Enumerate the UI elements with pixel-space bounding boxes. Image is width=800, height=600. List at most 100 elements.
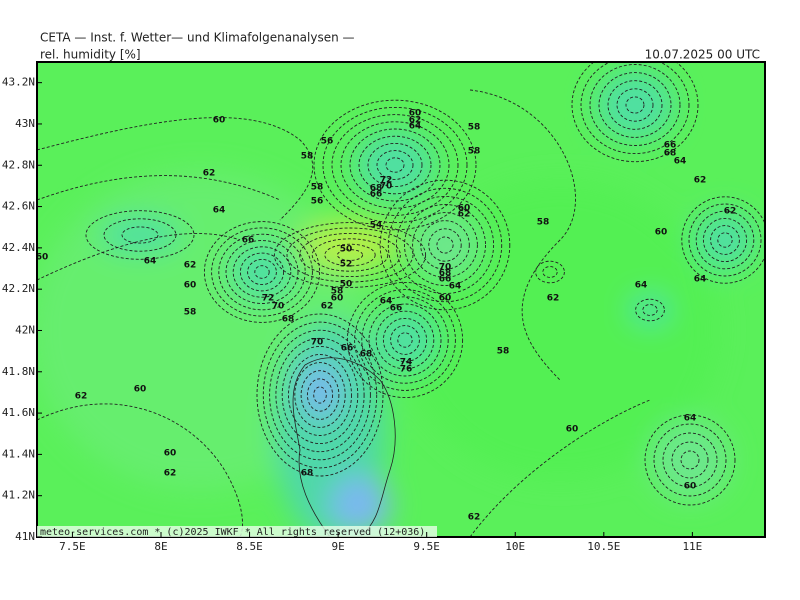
contour-line xyxy=(37,175,281,201)
contour-line xyxy=(225,240,299,304)
contour-label: 68 xyxy=(301,469,314,479)
contour-line xyxy=(580,62,690,155)
contour-label: 60 xyxy=(409,109,422,119)
contour-line xyxy=(644,414,736,506)
contour-label: 60 xyxy=(655,228,668,238)
contour-line xyxy=(589,64,681,146)
contour-label: 58 xyxy=(301,152,314,162)
contour-label: 52 xyxy=(340,260,353,270)
contour-line xyxy=(361,296,449,384)
contour-line xyxy=(336,249,364,261)
contour-line xyxy=(469,89,576,381)
contour-line xyxy=(203,221,321,323)
contour-line xyxy=(37,117,314,221)
contour-label: 60 xyxy=(164,449,177,459)
title: CETA — Inst. f. Wetter— und Klimafolgena… xyxy=(40,31,355,45)
contour-label: 76 xyxy=(400,365,413,375)
contour-label: 62 xyxy=(203,169,216,179)
contour-label: 58 xyxy=(184,308,197,318)
contour-line xyxy=(428,228,462,262)
contour-label: 64 xyxy=(213,206,226,216)
contour-line xyxy=(324,243,376,267)
contour-label: 50 xyxy=(340,245,353,255)
contour-label: 66 xyxy=(341,344,354,354)
contour-label: 64 xyxy=(409,122,422,132)
y-tick-label: 41.8N xyxy=(2,365,35,378)
y-tick-label: 43N xyxy=(15,117,35,130)
contour-line xyxy=(680,450,700,470)
footer: meteo-services.com * (c)2025 IWKF * All … xyxy=(40,527,425,538)
contour-label: 66 xyxy=(664,141,677,151)
contour-label: 68 xyxy=(360,350,373,360)
contour-line xyxy=(256,313,384,477)
contour-line xyxy=(635,298,665,322)
y-tick-label: 42.2N xyxy=(2,282,35,295)
contour-line xyxy=(85,210,195,260)
contour-label: 50 xyxy=(340,280,353,290)
contour-line xyxy=(542,266,558,278)
contour-label: 60 xyxy=(213,116,226,126)
contour-line xyxy=(598,72,672,138)
y-tick-label: 41N xyxy=(15,530,35,543)
contour-label: 72 xyxy=(262,294,275,304)
contour-line xyxy=(625,96,645,114)
contour-label: 60 xyxy=(684,482,697,492)
contour-line xyxy=(349,128,441,202)
contour-label: 60 xyxy=(566,425,579,435)
contour-label: 64 xyxy=(694,275,707,285)
contour-line xyxy=(232,246,292,298)
contour-label: 60 xyxy=(184,281,197,291)
contour-label: 68 xyxy=(664,149,677,159)
contour-label: 68 xyxy=(439,269,452,279)
x-tick-label: 10E xyxy=(505,540,525,553)
x-tick-label: 9E xyxy=(331,540,344,553)
contour-label: 62 xyxy=(164,469,177,479)
contour-line xyxy=(607,80,663,130)
coastline xyxy=(292,357,396,537)
contour-line xyxy=(653,423,727,497)
contour-line xyxy=(469,399,651,537)
contour-label: 68 xyxy=(370,184,383,194)
contour-label: 66 xyxy=(242,236,255,246)
contour-line xyxy=(390,325,420,355)
contour-line xyxy=(671,441,709,479)
contour-line xyxy=(404,204,486,286)
contour-line xyxy=(358,135,432,195)
contour-label: 62 xyxy=(694,176,707,186)
contour-label: 58 xyxy=(468,123,481,133)
contour-label: 58 xyxy=(468,147,481,157)
contour-line xyxy=(420,220,470,270)
x-tick-label: 10.5E xyxy=(587,540,620,553)
contour-line xyxy=(695,210,755,270)
contour-label: 62 xyxy=(184,261,197,271)
y-tick-label: 42.8N xyxy=(2,158,35,171)
y-tick-label: 41.4N xyxy=(2,447,35,460)
contour-line xyxy=(397,332,413,348)
contour-label: 62 xyxy=(468,513,481,523)
contour-label: 60 xyxy=(331,294,344,304)
contour-label: 66 xyxy=(439,275,452,285)
contour-label: 62 xyxy=(321,302,334,312)
contour-line xyxy=(717,232,733,248)
contour-line xyxy=(299,232,401,278)
contour-line xyxy=(710,225,740,255)
y-tick-label: 41.6N xyxy=(2,406,35,419)
contour-line xyxy=(395,195,495,295)
contour-label: 60 xyxy=(439,294,452,304)
contour-label: 56 xyxy=(321,137,334,147)
contour-label: 62 xyxy=(724,207,737,217)
contour-line xyxy=(269,329,371,461)
contour-label: 60 xyxy=(36,253,49,263)
contour-line xyxy=(367,142,423,188)
contour-line xyxy=(376,150,414,180)
y-tick-label: 42.4N xyxy=(2,241,35,254)
contour-line xyxy=(273,222,427,288)
contour-label: 62 xyxy=(547,294,560,304)
contour-label: 64 xyxy=(674,157,687,167)
contour-label: 64 xyxy=(635,281,648,291)
contour-label: 70 xyxy=(380,182,393,192)
contour-line xyxy=(322,106,468,224)
contour-label: 64 xyxy=(684,414,697,424)
contour-line xyxy=(346,281,464,399)
